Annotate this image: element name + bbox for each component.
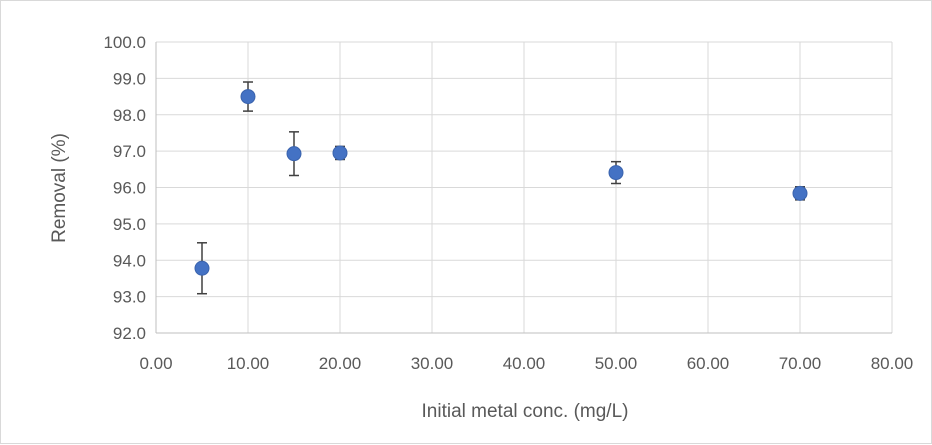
axes xyxy=(155,42,892,334)
x-tick-label: 60.00 xyxy=(687,354,730,373)
y-tick-label: 93.0 xyxy=(113,288,146,307)
x-tick-labels: 0.00 10.00 20.00 30.00 40.00 50.00 60.00 70.00 8… xyxy=(139,354,913,373)
data-point xyxy=(286,146,302,162)
x-tick-label: 40.00 xyxy=(503,354,546,373)
y-tick-label: 97.0 xyxy=(113,142,146,161)
y-tick-label: 96.0 xyxy=(113,179,146,198)
data-point xyxy=(332,145,348,161)
data-point xyxy=(792,185,808,201)
y-tick-label: 100.0 xyxy=(103,33,146,52)
x-tick-label: 0.00 xyxy=(139,354,172,373)
x-tick-label: 70.00 xyxy=(779,354,822,373)
grid-lines xyxy=(156,41,893,333)
y-axis-title: Removal (%) xyxy=(49,133,70,243)
data-points xyxy=(194,89,808,276)
x-axis-title: Initial metal conc. (mg/L) xyxy=(422,401,629,422)
data-point xyxy=(194,260,210,276)
x-tick-label: 80.00 xyxy=(871,354,914,373)
y-tick-labels: 92.0 93.0 94.0 95.0 96.0 97.0 98.0 99.0 100.0 xyxy=(103,33,146,343)
y-tick-label: 95.0 xyxy=(113,215,146,234)
x-tick-label: 10.00 xyxy=(227,354,270,373)
x-tick-label: 50.00 xyxy=(595,354,638,373)
y-tick-label: 92.0 xyxy=(113,324,146,343)
y-tick-label: 94.0 xyxy=(113,251,146,270)
y-tick-label: 99.0 xyxy=(113,69,146,88)
x-tick-label: 30.00 xyxy=(411,354,454,373)
y-tick-label: 98.0 xyxy=(113,106,146,125)
x-tick-label: 20.00 xyxy=(319,354,362,373)
data-point xyxy=(608,165,624,181)
data-point xyxy=(240,89,256,105)
